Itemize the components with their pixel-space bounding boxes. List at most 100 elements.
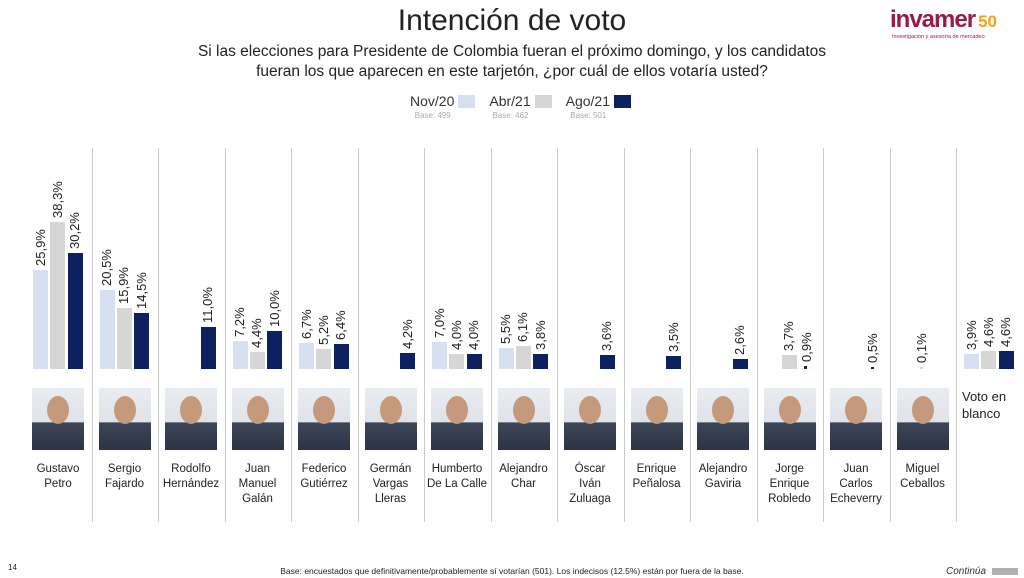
candidate-photo (431, 388, 483, 450)
logo-50: 50 (978, 12, 997, 31)
bar-nov20 (498, 347, 514, 369)
column-divider (291, 148, 292, 522)
candidate-photo (564, 388, 616, 450)
data-label: 4,2% (399, 319, 415, 349)
data-label: 7,0% (431, 308, 447, 339)
name-line: Enrique (636, 463, 677, 475)
candidate-photo (98, 388, 151, 450)
face-icon (778, 396, 801, 424)
legend-item-abr21: Abr/21 Base: 462 (489, 93, 552, 120)
name-line: Char (511, 478, 536, 490)
invamer-logo: invamer 50 Investigación y asesoría de me… (890, 6, 1020, 40)
bar-abr21 (781, 354, 797, 369)
bar-ago21 (333, 344, 349, 369)
data-label: 0,1% (914, 333, 930, 363)
name-line: Petro (44, 478, 72, 490)
legend-base: Base: 501 (570, 111, 607, 120)
name-line: Juan (843, 463, 869, 475)
name-line: Gaviria (704, 478, 742, 490)
candidate-name: Miguel Ceballos (890, 462, 956, 492)
column-divider (624, 148, 625, 522)
bar-ago21 (998, 351, 1014, 369)
candidate-name: Enrique Peñalosa (624, 462, 690, 492)
candidate-photo (231, 388, 284, 450)
name-line: Federico (301, 463, 347, 475)
bar-abr21 (316, 349, 332, 369)
blank-vote-label: Voto en blanco (962, 388, 1006, 422)
face-icon (645, 396, 668, 424)
face-icon (379, 396, 402, 424)
name-line: Gutiérrez (300, 478, 348, 490)
face-icon (446, 396, 468, 424)
data-label: 10,0% (266, 289, 282, 327)
candidate-name: Jorge Enrique Robledo (757, 462, 823, 507)
page-number: 14 (8, 563, 17, 572)
legend-swatch (458, 94, 476, 108)
face-icon (113, 396, 136, 424)
bar-ago21 (200, 326, 216, 369)
data-label: 4,6% (980, 317, 996, 348)
legend-label: Ago/21 (565, 93, 610, 109)
data-label: 7,2% (232, 307, 247, 338)
name-line: Juan (245, 463, 270, 475)
candidate-name: Juan Carlos Echeverry (823, 462, 889, 507)
face-icon (712, 396, 734, 424)
column-divider (225, 148, 226, 522)
name-line: Lleras (374, 493, 407, 505)
data-label: 6,7% (298, 309, 314, 340)
face-icon (313, 396, 335, 424)
legend-swatch (613, 94, 631, 108)
data-label: 5,2% (315, 315, 331, 346)
subtitle-line-2: fueran los que aparecen en este tarjetón… (256, 63, 768, 80)
legend-base: Base: 462 (492, 111, 529, 120)
column-divider (823, 148, 824, 522)
name-line: Jorge (775, 463, 804, 475)
candidate-photo (763, 388, 816, 450)
face-icon (845, 396, 867, 424)
column-divider (956, 148, 957, 522)
footnote: Base: encuestados que definitivamente/pr… (280, 566, 744, 576)
legend-label: Nov/20 (410, 93, 455, 109)
face-icon (579, 396, 601, 424)
data-label: 11,0% (200, 286, 216, 323)
candidate-photo (364, 388, 417, 450)
data-label: 20,5% (99, 249, 114, 287)
face-icon (246, 396, 269, 424)
name-line: De La Calle (426, 478, 488, 490)
bar-ago21 (466, 353, 482, 369)
name-line: Echeverry (830, 493, 882, 505)
column-divider (890, 148, 891, 522)
candidate-photo (896, 388, 949, 450)
bar-nov20 (99, 290, 115, 369)
bar-abr21 (249, 352, 265, 369)
name-line: Gustavo (36, 463, 80, 475)
continue-label: Continúa (946, 566, 987, 577)
chart-legend: Nov/20 Base: 499 Abr/21 Base: 462 Ago/21… (410, 93, 631, 120)
name-line: Iván (579, 478, 601, 490)
question-text: Si las elecciones para Presidente de Col… (180, 42, 844, 82)
data-label: 6,4% (333, 310, 349, 341)
face-icon (180, 396, 202, 424)
name-line: Rodolfo (171, 463, 211, 475)
column-divider (757, 148, 758, 522)
bar-nov20 (432, 342, 447, 369)
bar-ago21 (267, 330, 283, 369)
continue-bar (992, 568, 1018, 575)
data-label: 30,2% (67, 212, 83, 250)
name-line: Sergio (107, 463, 142, 475)
bar-ago21 (400, 352, 416, 369)
name-line: Fajardo (105, 478, 144, 490)
page-title: Intención de voto (397, 4, 627, 37)
logo-text: invamer (890, 6, 976, 33)
bar-abr21 (515, 345, 531, 369)
name-line: Alejandro (698, 463, 748, 475)
legend-item-ago21: Ago/21 Base: 501 (566, 93, 631, 120)
name-line: blanco (962, 406, 1001, 421)
bar-nov20 (299, 343, 314, 369)
bar-abr21 (50, 221, 66, 369)
candidate-photo (497, 388, 550, 450)
legend-item-nov20: Nov/20 Base: 499 (410, 93, 476, 120)
candidate-name: Juan Manuel Galán (225, 462, 291, 507)
face-icon (512, 396, 535, 424)
